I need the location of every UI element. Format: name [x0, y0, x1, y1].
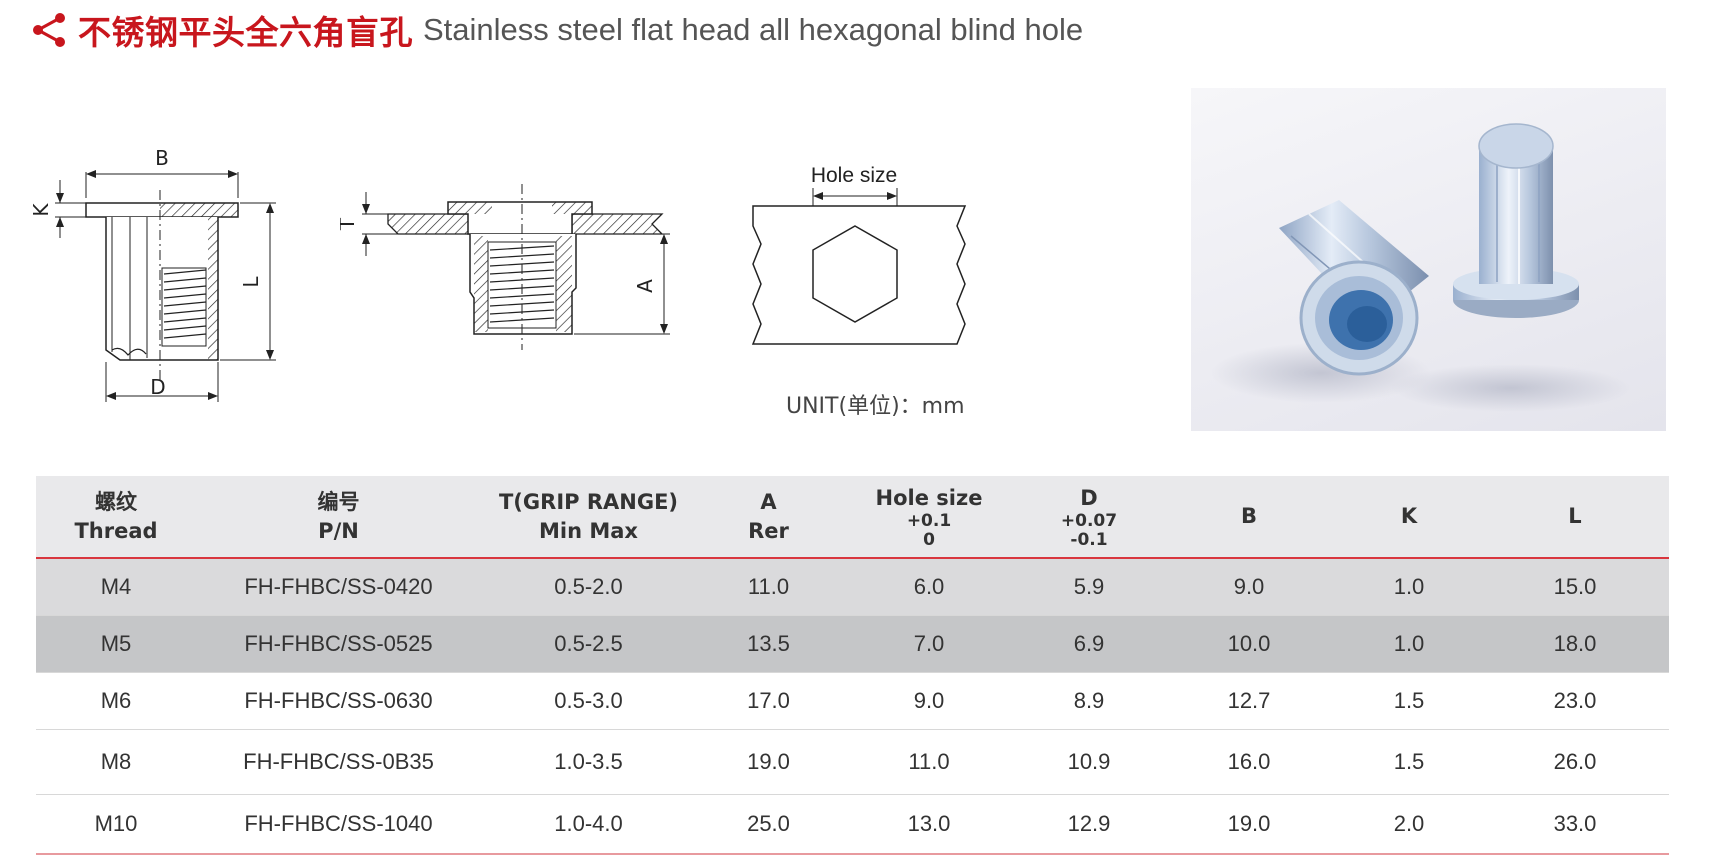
cell-k: 1.0: [1337, 558, 1481, 616]
label-t: T: [340, 217, 359, 231]
label-a: A: [633, 279, 657, 293]
cell-k: 1.0: [1337, 615, 1481, 673]
cell-part-number: FH-FHBC/SS-1040: [196, 794, 481, 855]
cell-a: 13.5: [696, 615, 841, 673]
cell-thread: M6: [36, 672, 196, 730]
product-photo: [1191, 88, 1666, 431]
header-a: A Rer: [696, 476, 841, 559]
table-header-row: 螺纹 Thread 编号 P/N T(GRIP RANGE) Min Max A…: [36, 476, 1669, 559]
cell-l: 33.0: [1481, 794, 1669, 855]
cell-part-number: FH-FHBC/SS-0525: [196, 615, 481, 673]
cell-b: 10.0: [1161, 615, 1337, 673]
cell-hole-size: 11.0: [841, 729, 1017, 795]
cell-k: 1.5: [1337, 729, 1481, 795]
cell-a: 17.0: [696, 672, 841, 730]
unit-note: UNIT(单位)：mm: [786, 394, 965, 419]
cell-hole-size: 13.0: [841, 794, 1017, 855]
table-row: M4 FH-FHBC/SS-0420 0.5-2.0 11.0 6.0 5.9 …: [36, 558, 1669, 616]
cell-b: 16.0: [1161, 729, 1337, 795]
cell-part-number: FH-FHBC/SS-0420: [196, 558, 481, 616]
cell-part-number: FH-FHBC/SS-0630: [196, 672, 481, 730]
cell-thread: M4: [36, 558, 196, 616]
cell-grip-range: 1.0-3.5: [481, 729, 696, 795]
cell-thread: M10: [36, 794, 196, 855]
cell-b: 19.0: [1161, 794, 1337, 855]
cell-grip-range: 0.5-2.5: [481, 615, 696, 673]
header-k: K: [1337, 476, 1481, 559]
header-part-number: 编号 P/N: [196, 476, 481, 559]
d-lower-tolerance: -0.1: [1070, 529, 1108, 550]
cell-l: 15.0: [1481, 558, 1669, 616]
cell-thread: M8: [36, 729, 196, 795]
cell-l: 26.0: [1481, 729, 1669, 795]
cell-hole-size: 6.0: [841, 558, 1017, 616]
cell-part-number: FH-FHBC/SS-0B35: [196, 729, 481, 795]
cell-d: 5.9: [1017, 558, 1161, 616]
cell-grip-range: 0.5-3.0: [481, 672, 696, 730]
hole-size-drawing: Hole size: [751, 164, 967, 345]
page-title-english: Stainless steel flat head all hexagonal …: [423, 12, 1084, 47]
specification-table: 螺纹 Thread 编号 P/N T(GRIP RANGE) Min Max A…: [36, 476, 1669, 855]
cell-d: 6.9: [1017, 615, 1161, 673]
cell-l: 23.0: [1481, 672, 1669, 730]
header-b: B: [1161, 476, 1337, 559]
page-header: 不锈钢平头全六角盲孔 Stainless steel flat head all…: [30, 8, 1083, 52]
side-section-drawing: B L K D: [30, 150, 276, 402]
cell-k: 2.0: [1337, 794, 1481, 855]
cell-b: 12.7: [1161, 672, 1337, 730]
cell-a: 25.0: [696, 794, 841, 855]
header-l: L: [1481, 476, 1669, 559]
table-row: M10 FH-FHBC/SS-1040 1.0-4.0 25.0 13.0 12…: [36, 794, 1669, 855]
d-upper-tolerance: +0.07: [1060, 510, 1118, 531]
cell-grip-range: 0.5-2.0: [481, 558, 696, 616]
label-hole-size: Hole size: [811, 164, 897, 187]
cell-grip-range: 1.0-4.0: [481, 794, 696, 855]
cell-l: 18.0: [1481, 615, 1669, 673]
table-row: M5 FH-FHBC/SS-0525 0.5-2.5 13.5 7.0 6.9 …: [36, 615, 1669, 673]
cell-d: 12.9: [1017, 794, 1161, 855]
header-thread: 螺纹 Thread: [36, 476, 196, 559]
cell-a: 19.0: [696, 729, 841, 795]
share-icon: [33, 13, 65, 47]
cell-d: 10.9: [1017, 729, 1161, 795]
table-row: M6 FH-FHBC/SS-0630 0.5-3.0 17.0 9.0 8.9 …: [36, 672, 1669, 730]
cell-b: 9.0: [1161, 558, 1337, 616]
label-l: L: [239, 276, 263, 288]
cell-thread: M5: [36, 615, 196, 673]
hole-size-lower-tolerance: 0: [923, 529, 935, 550]
label-b: B: [155, 150, 169, 170]
cell-hole-size: 7.0: [841, 615, 1017, 673]
header-d: D +0.07 -0.1: [1017, 476, 1161, 559]
label-d: D: [150, 375, 165, 399]
page-title-chinese: 不锈钢平头全六角盲孔: [78, 13, 413, 52]
cell-d: 8.9: [1017, 672, 1161, 730]
cell-k: 1.5: [1337, 672, 1481, 730]
header-grip-range: T(GRIP RANGE) Min Max: [481, 476, 696, 559]
label-k: K: [30, 203, 53, 217]
hole-size-upper-tolerance: +0.1: [906, 510, 952, 531]
installed-section-drawing: T A: [340, 184, 670, 350]
cell-hole-size: 9.0: [841, 672, 1017, 730]
table-row: M8 FH-FHBC/SS-0B35 1.0-3.5 19.0 11.0 10.…: [36, 729, 1669, 795]
header-hole-size: Hole size +0.1 0: [841, 476, 1017, 559]
cell-a: 11.0: [696, 558, 841, 616]
